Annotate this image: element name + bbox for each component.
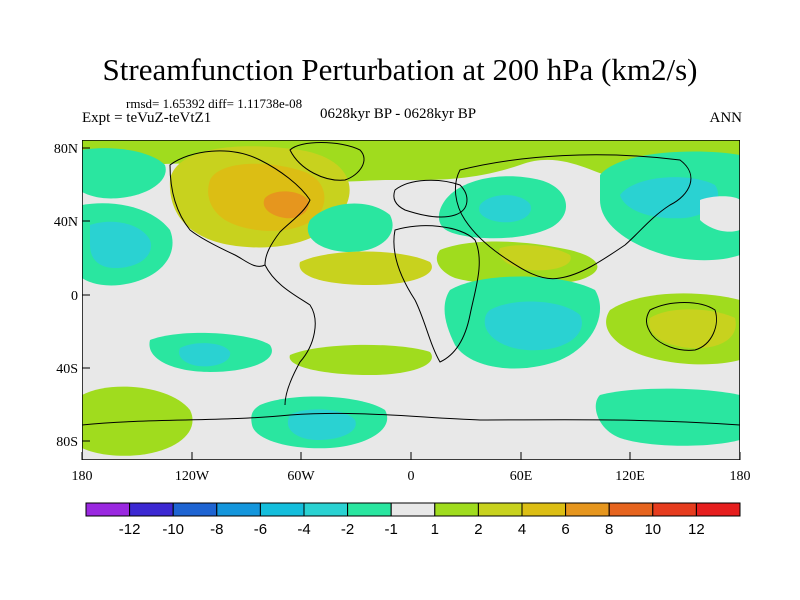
colorbar: -12 -10 -8 -6 -4 -2 -1 1 2 4 6 8 10 12 [85, 502, 741, 538]
lon-label-0: 0 [408, 469, 415, 484]
lon-label-120e: 120E [615, 469, 645, 484]
contour-wpac-gap [700, 196, 740, 232]
colorbar-label: 12 [688, 521, 705, 538]
coast-south-america [264, 264, 316, 406]
contour-satl-cyan2 [179, 343, 231, 367]
colorbar-label: 10 [644, 521, 661, 538]
contour-africa-yellow [299, 251, 432, 285]
colorbar-swatch [129, 502, 174, 517]
colorbar-swatch [695, 502, 741, 517]
plot-title: Streamfunction Perturbation at 200 hPa (… [102, 52, 698, 87]
contour-australia-yellow [649, 309, 736, 349]
contour-s-green [289, 344, 432, 375]
coast-asia [454, 154, 692, 280]
lat-label-40s: 40S [56, 362, 78, 377]
colorbar-swatch [303, 502, 349, 517]
colorbar-label: 6 [561, 521, 569, 538]
period-label: 0628kyr BP - 0628kyr BP [320, 106, 477, 122]
colorbar-swatch [477, 502, 523, 517]
contour-wpac-cyan2 [620, 177, 719, 219]
colorbar-swatch [434, 502, 479, 517]
contour-indian-cyan2 [484, 301, 582, 351]
coastlines [82, 142, 740, 426]
rmsd-diff-stats: rmsd= 1.65392 diff= 1.11738e-08 [126, 96, 303, 111]
colorbar-label: 2 [474, 521, 482, 538]
lat-label-40n: 40N [54, 215, 78, 230]
colorbar-swatch [347, 502, 392, 517]
contour-atlantic-cyan [307, 203, 393, 252]
coast-australia [646, 302, 717, 351]
experiment-label: Expt = teVuZ-teVtZ1 [82, 110, 212, 126]
colorbar-swatch [652, 502, 697, 517]
lat-label-0: 0 [71, 289, 78, 304]
colorbar-label: 4 [518, 521, 526, 538]
lon-label-60e: 60E [510, 469, 533, 484]
season-label: ANN [709, 110, 743, 126]
colorbar-swatch [565, 502, 610, 517]
coast-north-america [169, 150, 311, 267]
coast-africa [393, 225, 480, 363]
lat-label-80n: 80N [54, 142, 78, 157]
contour-pacific-cyan2 [90, 221, 151, 268]
colorbar-swatch [390, 502, 436, 517]
colorbar-label: -1 [385, 521, 398, 538]
map-panel [82, 140, 740, 460]
colorbar-label: -6 [254, 521, 267, 538]
colorbar-swatch [521, 502, 567, 517]
colorbar-swatch [216, 502, 261, 517]
lon-label-60w: 60W [287, 469, 315, 484]
lon-label-180e: 180 [730, 469, 751, 484]
colorbar-label: -8 [210, 521, 223, 538]
contour-asia-yellow [499, 245, 571, 271]
map-ticks [81, 147, 741, 460]
colorbar-label: -2 [341, 521, 354, 538]
colorbar-label: -4 [297, 521, 310, 538]
colorbar-swatch [85, 502, 131, 517]
coast-europe [393, 179, 468, 218]
colorbar-label: -10 [162, 521, 184, 538]
colorbar-label: -12 [119, 521, 141, 538]
colorbar-swatch [172, 502, 218, 517]
contour-se-cyan [595, 388, 740, 446]
contour-eurasia-cyan2 [479, 195, 531, 223]
coast-greenland [289, 142, 365, 181]
colorbar-swatch [608, 502, 654, 517]
contour-nw-cyan [82, 148, 166, 199]
colorbar-label: 8 [605, 521, 613, 538]
lat-label-80s: 80S [56, 435, 78, 450]
contour-na-peak [263, 191, 309, 219]
colorbar-swatch [259, 502, 305, 517]
lon-label-120w: 120W [175, 469, 210, 484]
colorbar-label: 1 [431, 521, 439, 538]
coast-antarctica [82, 412, 740, 426]
lon-label-180w: 180 [72, 469, 93, 484]
contour-antarctic-cyan2 [287, 409, 356, 440]
